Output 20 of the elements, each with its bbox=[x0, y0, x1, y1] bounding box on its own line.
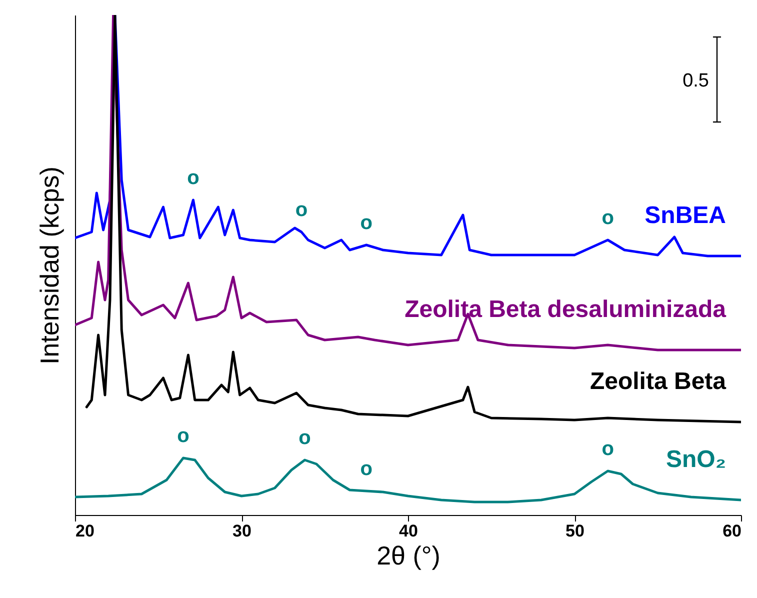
series-label: Zeolita Beta desaluminizada bbox=[404, 296, 727, 323]
annotation: 0.5 bbox=[682, 70, 709, 92]
y-axis-title: Intensidad (kcps) bbox=[34, 166, 64, 364]
x-tick-label: 60 bbox=[722, 522, 742, 540]
annotation: o bbox=[602, 438, 614, 460]
annotation: o bbox=[360, 212, 372, 234]
annotation: o bbox=[177, 425, 190, 447]
x-tick-label: 30 bbox=[232, 522, 252, 540]
x-tick-label: 20 bbox=[76, 522, 94, 540]
series-label: SnBEA bbox=[644, 202, 726, 229]
annotation: o bbox=[295, 199, 308, 221]
series-label: Zeolita Beta bbox=[590, 368, 727, 395]
annotation: o bbox=[187, 167, 200, 189]
series-label: SnO₂ bbox=[666, 446, 726, 473]
x-tick-label: 40 bbox=[399, 522, 418, 540]
x-tick-label: 50 bbox=[566, 522, 584, 540]
annotation: o bbox=[602, 207, 614, 229]
annotation: o bbox=[298, 427, 311, 449]
annotation: o bbox=[360, 458, 372, 480]
x-axis-title: 2θ (°) bbox=[376, 540, 440, 570]
